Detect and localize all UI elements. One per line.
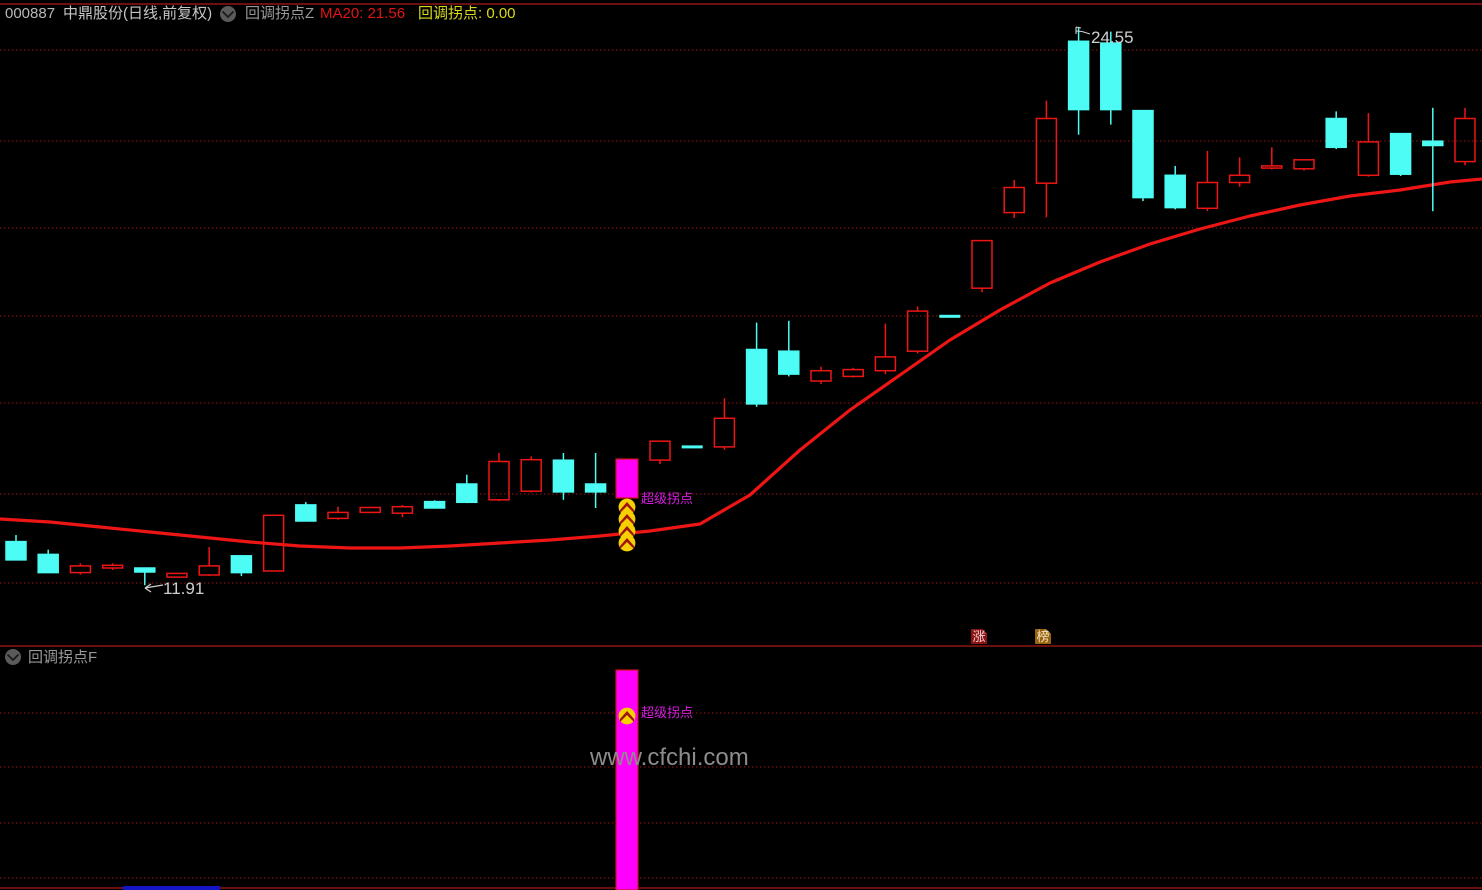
svg-text:MA20: 21.56: MA20: 21.56 xyxy=(320,5,405,22)
svg-text:超级拐点: 超级拐点 xyxy=(641,491,693,506)
svg-text:24.55: 24.55 xyxy=(1091,28,1134,47)
svg-text:回调拐点F: 回调拐点F xyxy=(28,649,97,666)
svg-text:超级拐点: 超级拐点 xyxy=(641,705,693,720)
svg-text:11.91: 11.91 xyxy=(163,579,204,598)
svg-text:中鼎股份(日线,前复权): 中鼎股份(日线,前复权) xyxy=(63,4,212,22)
svg-text:000887: 000887 xyxy=(5,5,55,22)
svg-text:回调拐点: 0.00: 回调拐点: 0.00 xyxy=(418,5,516,22)
svg-text:www.cfchi.com: www.cfchi.com xyxy=(589,744,749,771)
svg-text:涨: 涨 xyxy=(972,629,985,644)
svg-text:榜: 榜 xyxy=(1036,629,1049,644)
svg-text:回调拐点Z: 回调拐点Z xyxy=(245,5,314,22)
